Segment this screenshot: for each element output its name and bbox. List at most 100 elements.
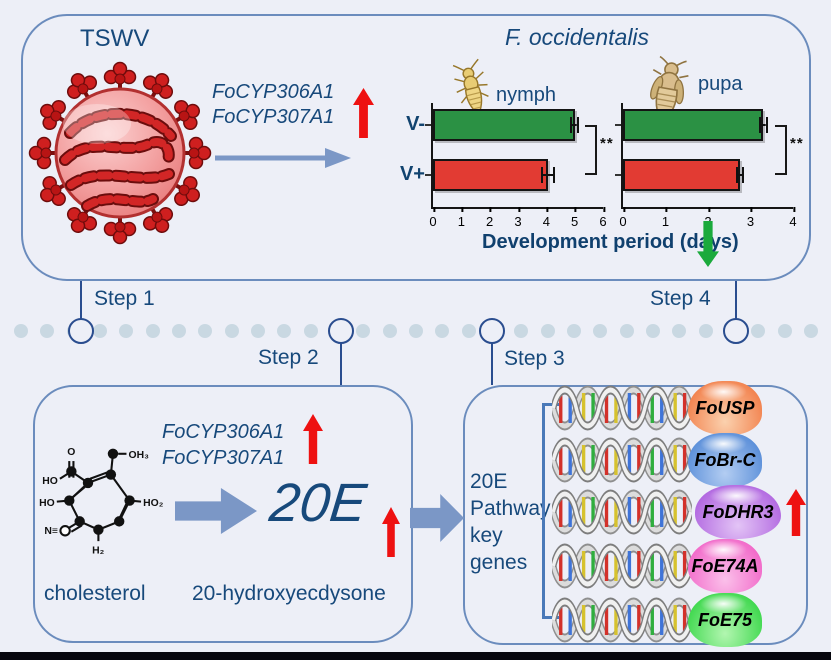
timeline-dot xyxy=(540,324,555,338)
dna-helix-icon xyxy=(552,434,692,486)
significance-stars: ** xyxy=(600,135,614,152)
virus-title: TSWV xyxy=(80,25,150,52)
gene-row-fodhr3: FoDHR3 xyxy=(552,485,812,539)
step1-marker xyxy=(68,318,94,344)
gene-row-fobrc: FoBr-C xyxy=(552,433,812,487)
timeline-dot xyxy=(224,324,239,338)
gene-badge-label: FoBr-C xyxy=(694,449,756,470)
gene-badge-fousp: FoUSP xyxy=(688,381,762,435)
gene-label-cyp306a1: FoCYP306A1 xyxy=(212,81,335,103)
pathway-text-line3: key xyxy=(470,524,503,547)
substrate-label: cholesterol xyxy=(44,582,146,605)
molecule-label-n: N≡ xyxy=(44,526,58,537)
timeline-dot xyxy=(119,324,134,338)
virus-rna-strands xyxy=(59,107,177,212)
x-tick-label: 0 xyxy=(429,207,437,229)
step3-marker xyxy=(479,318,505,344)
x-tick-label: 3 xyxy=(514,207,522,229)
virus-highlight xyxy=(63,104,131,144)
step2-connector xyxy=(340,343,342,385)
pathway-text-line2: Pathway xyxy=(470,497,551,520)
species-title: F. occidentalis xyxy=(505,24,650,50)
timeline-dot xyxy=(777,324,792,338)
x-tick-label: 2 xyxy=(486,207,494,229)
timeline-dot xyxy=(92,324,107,338)
timeline-dot xyxy=(171,324,186,338)
x-tick-label: 3 xyxy=(746,207,755,229)
step4-connector xyxy=(735,281,737,319)
bar-v-plus xyxy=(623,159,740,191)
timeline-dot xyxy=(619,324,634,338)
significance-bracket xyxy=(585,125,597,175)
category-label-v-minus: V- xyxy=(406,113,425,135)
timeline-dot xyxy=(593,324,608,338)
molecule-label-oh3: OH₃ xyxy=(129,450,150,461)
bar-row xyxy=(425,159,603,191)
pathway-text-line1: 20E xyxy=(470,470,508,493)
dna-helix-icon xyxy=(552,382,692,434)
x-tick-label: 6 xyxy=(599,207,607,229)
gene-badge-label: FoE74A xyxy=(691,555,759,576)
timeline-dot xyxy=(672,324,687,338)
timeline-dot xyxy=(145,324,160,338)
dotted-timeline xyxy=(14,324,818,338)
error-bar xyxy=(735,167,745,183)
error-bar xyxy=(759,117,768,133)
step4-label: Step 4 xyxy=(650,287,711,310)
error-bar xyxy=(540,167,555,183)
timeline-dot xyxy=(514,324,529,338)
timeline-dot xyxy=(435,324,450,338)
molecule-label-o: O xyxy=(67,447,75,458)
gene-row-foe75: FoE75 xyxy=(552,593,812,647)
timeline-dot xyxy=(803,324,818,338)
product-label: 20-hydroxyecdysone xyxy=(192,582,386,605)
gene-badge-foe74a: FoE74A xyxy=(688,539,762,593)
x-tick-label: 4 xyxy=(789,207,797,229)
significance-bracket xyxy=(775,125,787,175)
gene-label-cyp306a1-bottom: FoCYP306A1 xyxy=(162,421,285,443)
step1-connector xyxy=(80,281,82,319)
chart-title-nymph: nymph xyxy=(496,84,557,106)
chart-title-pupa: pupa xyxy=(698,73,743,95)
x-tick-label: 1 xyxy=(661,207,670,229)
gene-badge-fobrc: FoBr-C xyxy=(688,433,762,487)
x-tick-label: 1 xyxy=(457,207,465,229)
panel-link-arrow-icon xyxy=(410,494,464,542)
tswv-virus-illustration xyxy=(27,60,213,246)
x-tick-label: 0 xyxy=(619,207,627,229)
bar-row xyxy=(615,159,793,191)
molecule-label-ho-left: HO xyxy=(39,498,55,509)
timeline-dot xyxy=(461,324,476,338)
timeline-dot xyxy=(751,324,766,338)
molecule-label-ho2: HO₂ xyxy=(143,498,164,509)
gene-badge-fodhr3: FoDHR3 xyxy=(695,485,781,539)
bar-row xyxy=(615,109,793,141)
right-arrow-icon xyxy=(215,148,351,168)
molecule-label-h2: H₂ xyxy=(92,546,105,557)
gene-row-fousp: FoUSP xyxy=(552,381,812,435)
gene-row-foe74a: FoE74A xyxy=(552,539,812,593)
timeline-dot xyxy=(303,324,318,338)
gene-badge-label: FoDHR3 xyxy=(702,501,774,522)
timeline-dot xyxy=(566,324,581,338)
step2-label: Step 2 xyxy=(258,346,319,369)
bar-v-plus xyxy=(433,159,548,191)
timeline-dot xyxy=(698,324,713,338)
error-bar xyxy=(570,117,579,133)
category-label-v-plus: V+ xyxy=(399,163,425,185)
timeline-dot xyxy=(645,324,660,338)
gene-label-cyp307a1-bottom: FoCYP307A1 xyxy=(162,447,285,469)
step3-connector xyxy=(491,343,493,385)
bar-v-minus xyxy=(433,109,575,141)
top-panel-virus-effect xyxy=(21,14,811,281)
n-oxide-atom xyxy=(59,525,71,537)
nymph-insect-icon xyxy=(452,58,489,116)
footer-bar xyxy=(0,652,831,660)
timeline-dot xyxy=(382,324,397,338)
timeline-dot xyxy=(277,324,292,338)
pathway-text-line4: genes xyxy=(470,551,528,574)
